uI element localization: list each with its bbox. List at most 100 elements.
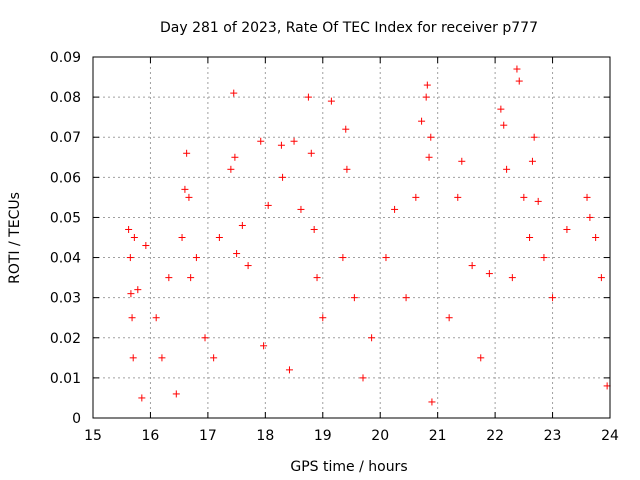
- data-point: [530, 133, 538, 141]
- data-point: [313, 274, 321, 282]
- data-point: [468, 262, 476, 270]
- data-point: [277, 141, 285, 149]
- data-point: [310, 225, 318, 233]
- data-point: [128, 314, 136, 322]
- data-point: [158, 354, 166, 362]
- data-point: [603, 382, 611, 390]
- data-point: [125, 225, 133, 233]
- x-tick-label: 18: [256, 428, 274, 444]
- data-point: [497, 105, 505, 113]
- x-tick-label: 24: [601, 428, 619, 444]
- data-point: [427, 133, 435, 141]
- data-point: [485, 270, 493, 278]
- data-point: [285, 366, 293, 374]
- data-point: [290, 137, 298, 145]
- data-point: [178, 234, 186, 241]
- data-point: [540, 254, 548, 262]
- y-tick-label: 0.03: [50, 291, 81, 307]
- data-point: [192, 254, 200, 262]
- data-point: [534, 197, 542, 205]
- data-point: [297, 205, 305, 213]
- points-layer: [125, 65, 611, 406]
- data-point: [422, 93, 430, 101]
- data-point: [181, 185, 189, 193]
- data-point: [458, 157, 466, 165]
- data-point: [279, 173, 287, 181]
- data-point: [425, 153, 433, 161]
- y-tick-label: 0.04: [50, 251, 81, 267]
- data-point: [231, 153, 239, 161]
- x-tick-label: 16: [142, 428, 160, 444]
- x-tick-label: 17: [199, 428, 217, 444]
- x-tick-label: 23: [544, 428, 562, 444]
- data-point: [142, 242, 150, 250]
- data-point: [528, 157, 536, 165]
- data-point: [382, 254, 390, 262]
- data-point: [339, 254, 347, 262]
- data-point: [343, 165, 351, 173]
- data-point: [201, 334, 209, 342]
- data-point: [402, 294, 410, 302]
- x-tick-label: 20: [371, 428, 389, 444]
- data-point: [238, 221, 246, 229]
- data-point: [172, 390, 180, 398]
- x-axis-label: GPS time / hours: [290, 459, 407, 475]
- data-point: [508, 274, 516, 282]
- data-point: [418, 117, 426, 125]
- data-point: [319, 314, 327, 322]
- data-point: [513, 65, 521, 73]
- data-point: [152, 314, 160, 322]
- data-point: [586, 213, 594, 221]
- data-point: [500, 121, 508, 129]
- data-point: [428, 398, 436, 406]
- data-point: [187, 274, 195, 282]
- data-point: [563, 225, 571, 233]
- data-point: [583, 193, 591, 201]
- data-point: [454, 193, 462, 201]
- y-tick-label: 0.02: [50, 331, 81, 347]
- data-point: [307, 149, 315, 157]
- data-point: [215, 234, 223, 241]
- y-axis-label: ROTI / TECUs: [7, 192, 23, 284]
- data-point: [304, 93, 312, 101]
- data-point: [515, 77, 523, 85]
- data-point: [342, 125, 350, 133]
- data-point: [350, 294, 358, 302]
- data-point: [368, 334, 376, 342]
- data-point: [138, 394, 146, 402]
- data-point: [520, 193, 528, 201]
- data-point: [477, 354, 485, 362]
- data-point: [257, 137, 265, 145]
- data-point: [327, 97, 335, 105]
- x-tick-label: 19: [314, 428, 332, 444]
- data-point: [526, 234, 534, 241]
- data-point: [412, 193, 420, 201]
- data-point: [230, 89, 238, 97]
- data-point: [423, 81, 431, 89]
- data-point: [130, 234, 138, 241]
- x-tick-label: 15: [84, 428, 102, 444]
- data-point: [244, 262, 252, 270]
- data-point: [210, 354, 218, 362]
- data-point: [233, 250, 241, 258]
- x-tick-label: 22: [486, 428, 504, 444]
- data-point: [391, 205, 399, 213]
- data-point: [183, 149, 191, 157]
- data-point: [359, 374, 367, 382]
- y-tick-label: 0.09: [50, 50, 81, 66]
- y-tick-label: 0.08: [50, 90, 81, 106]
- data-point: [134, 286, 142, 294]
- chart-title: Day 281 of 2023, Rate Of TEC Index for r…: [160, 20, 538, 36]
- x-tick-label: 21: [429, 428, 447, 444]
- y-tick-label: 0: [72, 411, 81, 427]
- data-point: [129, 354, 137, 362]
- y-tick-label: 0.07: [50, 130, 81, 146]
- ticks-layer: 15 16 17 18 19 20 21 22 23 24 0 0.01 0.02 0.03 0.04 0.0…: [50, 50, 619, 444]
- data-point: [592, 234, 600, 241]
- data-point: [445, 314, 453, 322]
- data-point: [185, 193, 193, 201]
- y-tick-label: 0.01: [50, 371, 81, 387]
- data-point: [503, 165, 511, 173]
